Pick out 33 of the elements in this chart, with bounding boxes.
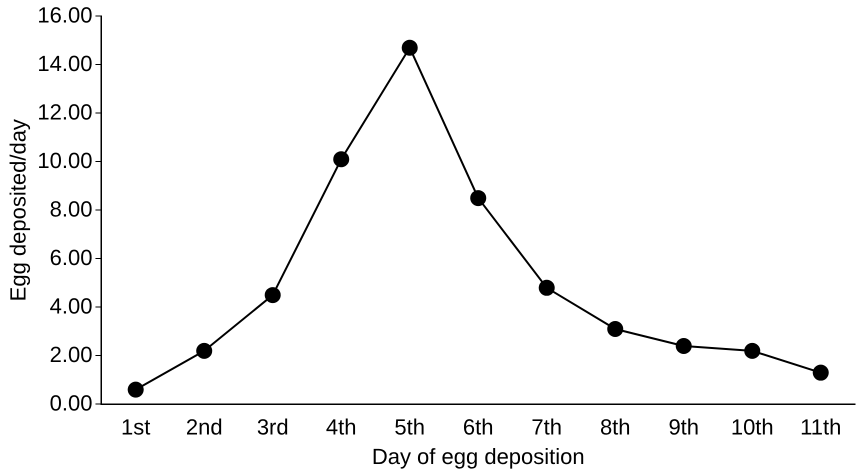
x-tick-label: 3rd	[256, 414, 289, 440]
y-tick-label: 0.00	[50, 390, 92, 416]
point	[196, 342, 212, 359]
point	[744, 342, 760, 359]
x-tick-label: 1st	[121, 414, 150, 440]
x-tick-label: 9th	[668, 414, 700, 440]
x-tick-label: 11th	[800, 414, 842, 440]
y-tick-label: 12.00	[37, 99, 92, 124]
x-tick-label: 2nd	[186, 414, 223, 440]
y-tick-label: 14.00	[37, 50, 92, 76]
x-tick-label: 5th	[394, 414, 426, 440]
y-axis-title: Egg deposited/day	[5, 119, 30, 302]
point	[333, 151, 350, 168]
point	[470, 190, 486, 206]
point	[676, 338, 692, 354]
x-tick-label: 8th	[600, 414, 631, 440]
x-tick-label: 4th	[326, 414, 357, 440]
point	[264, 287, 281, 304]
x-tick-label: 7th	[531, 414, 562, 440]
point	[538, 280, 555, 296]
x-tick-label: 6th	[462, 414, 494, 440]
point	[128, 382, 144, 398]
y-tick-label: 10.00	[37, 148, 92, 173]
y-tick-label: 8.00	[50, 196, 92, 222]
y-tick-label: 6.00	[50, 244, 92, 270]
x-axis-title: Day of egg deposition	[372, 444, 585, 469]
y-tick-label: 16.00	[37, 2, 92, 28]
x-tick-label: 10th	[730, 414, 774, 440]
point	[812, 364, 829, 381]
y-tick-label: 4.00	[50, 293, 92, 318]
point	[402, 40, 418, 56]
y-tick-label: 2.00	[50, 342, 92, 367]
point	[607, 321, 624, 338]
